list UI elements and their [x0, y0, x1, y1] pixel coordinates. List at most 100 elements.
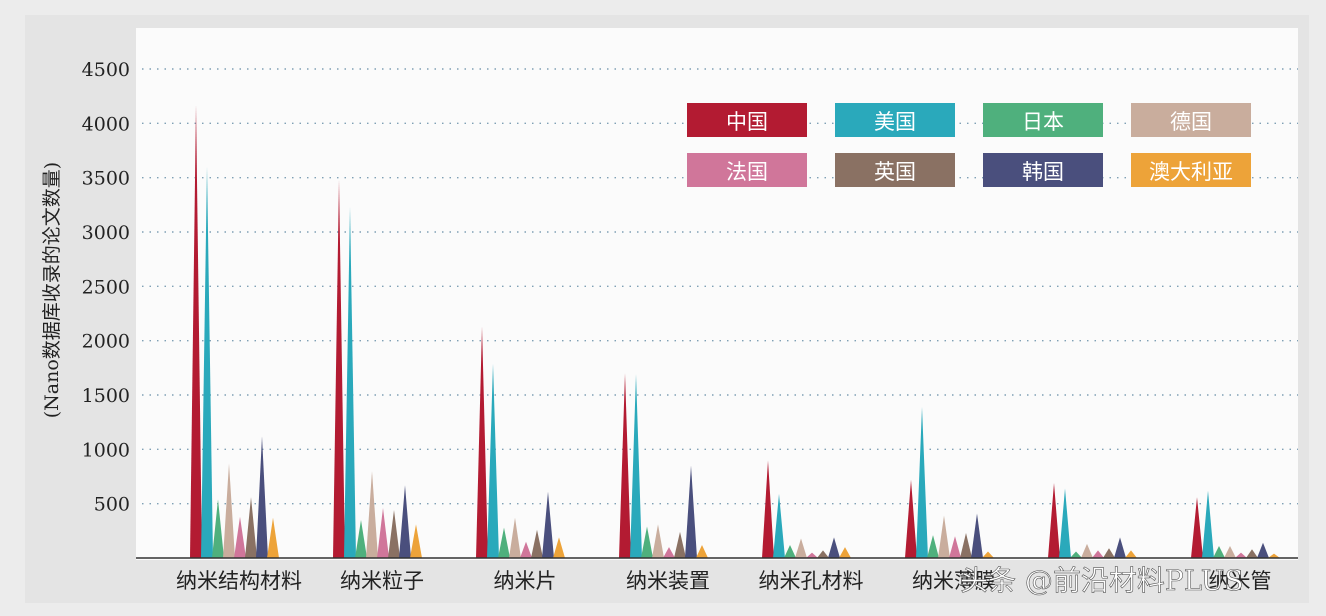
spike-mark — [234, 516, 246, 558]
legend-swatch — [983, 103, 1103, 137]
spike-mark — [971, 513, 983, 558]
y-axis-ticks: 500 1000 1500 2000 2500 3000 3500 4000 4500 — [82, 59, 130, 516]
spike-mark — [1213, 546, 1225, 558]
spike-mark — [641, 526, 653, 558]
spike-mark — [377, 508, 389, 558]
legend-swatch — [983, 153, 1103, 187]
spike-mark — [366, 471, 378, 558]
spike-mark — [1070, 551, 1082, 558]
spike-mark — [619, 373, 631, 558]
x-axis-categories: 纳米结构材料 纳米粒子 纳米片 纳米装置 纳米孔材料 纳米薄膜 纳米管 — [176, 569, 1272, 593]
spike-mark — [696, 544, 708, 558]
spike-mark — [410, 524, 422, 558]
spike-mark — [784, 544, 796, 558]
legend-label: 中国 — [726, 110, 768, 134]
spike-mark — [542, 491, 554, 558]
spike-mark — [630, 374, 642, 558]
spike-mark — [553, 537, 565, 558]
spike-mark — [520, 541, 532, 558]
spike-mark — [828, 537, 840, 558]
spike-mark — [531, 529, 543, 558]
x-category-label: 纳米装置 — [626, 569, 710, 593]
y-tick-label: 1000 — [82, 439, 130, 461]
spike-mark — [1202, 490, 1214, 558]
spike-mark — [1191, 497, 1203, 558]
spike-mark — [773, 493, 785, 558]
legend-label: 澳大利亚 — [1149, 160, 1233, 184]
x-category-label: 纳米粒子 — [340, 569, 424, 593]
legend-label: 韩国 — [1022, 160, 1064, 184]
legend-swatch — [1131, 103, 1251, 137]
spike-mark — [190, 104, 202, 559]
legend-swatch — [687, 103, 807, 137]
y-tick-label: 4000 — [82, 113, 130, 135]
spike-mark — [355, 519, 367, 558]
y-tick-label: 2000 — [82, 331, 130, 353]
spike-mark — [256, 436, 268, 558]
spike-mark — [905, 479, 917, 558]
y-tick-label: 3500 — [82, 168, 130, 190]
watermark: 头条 @前沿材料PLUS — [960, 564, 1244, 597]
spike-mark — [509, 517, 521, 558]
y-tick-label: 4500 — [82, 59, 130, 81]
spike-mark — [267, 517, 279, 558]
legend-swatch — [1131, 153, 1251, 187]
spike-mark — [949, 536, 961, 558]
spike-mark — [1235, 552, 1247, 558]
spike-mark — [223, 463, 235, 558]
y-tick-label: 1500 — [82, 385, 130, 407]
spike-mark — [806, 552, 818, 558]
spike-mark — [1125, 550, 1137, 558]
spike-mark — [1246, 549, 1258, 558]
spike-mark — [1268, 553, 1280, 558]
y-axis-label: (Nano数据库收录的论文数量) — [41, 162, 63, 418]
spike-mark — [344, 207, 356, 559]
x-category-label: 纳米孔材料 — [759, 569, 864, 593]
x-category-label: 纳米片 — [494, 569, 557, 593]
legend-swatch — [687, 153, 807, 187]
spike-mark — [960, 533, 972, 558]
chart-marks — [190, 104, 1280, 559]
spike-mark — [201, 166, 213, 559]
spike-mark — [795, 538, 807, 558]
spike-mark — [652, 524, 664, 558]
x-category-label: 纳米结构材料 — [176, 569, 302, 593]
y-tick-label: 2500 — [82, 276, 130, 298]
spike-mark — [487, 363, 499, 558]
spike-mark — [498, 527, 510, 558]
spike-mark — [245, 497, 257, 558]
legend-label: 德国 — [1170, 110, 1212, 134]
legend-label: 法国 — [726, 160, 768, 184]
spike-mark — [388, 510, 400, 558]
spike-mark — [927, 535, 939, 558]
legend-swatch — [835, 153, 955, 187]
spike-mark — [674, 531, 686, 558]
spike-mark — [685, 465, 697, 558]
spike-mark — [938, 515, 950, 558]
spike-mark — [1059, 488, 1071, 558]
spike-mark — [212, 499, 224, 558]
spike-mark — [982, 551, 994, 558]
spike-mark — [476, 326, 488, 558]
spike-mark — [1114, 537, 1126, 558]
spike-mark — [333, 179, 345, 558]
x-category-label: 纳米薄膜 — [912, 569, 996, 593]
spike-mark — [1224, 546, 1236, 558]
legend-label: 美国 — [874, 110, 916, 134]
spike-mark — [839, 547, 851, 558]
spike-mark — [817, 550, 829, 558]
spike-mark — [762, 460, 774, 558]
legend-label: 日本 — [1022, 110, 1064, 134]
spike-mark — [399, 485, 411, 558]
spike-mark — [1081, 543, 1093, 558]
x-category-label: 纳米管 — [1209, 569, 1272, 593]
y-tick-label: 500 — [94, 494, 130, 516]
spike-mark — [1092, 550, 1104, 558]
spike-mark — [1257, 542, 1269, 558]
y-tick-label: 3000 — [82, 222, 130, 244]
spike-mark — [916, 406, 928, 558]
legend-swatch — [835, 103, 955, 137]
spike-mark — [663, 547, 675, 558]
